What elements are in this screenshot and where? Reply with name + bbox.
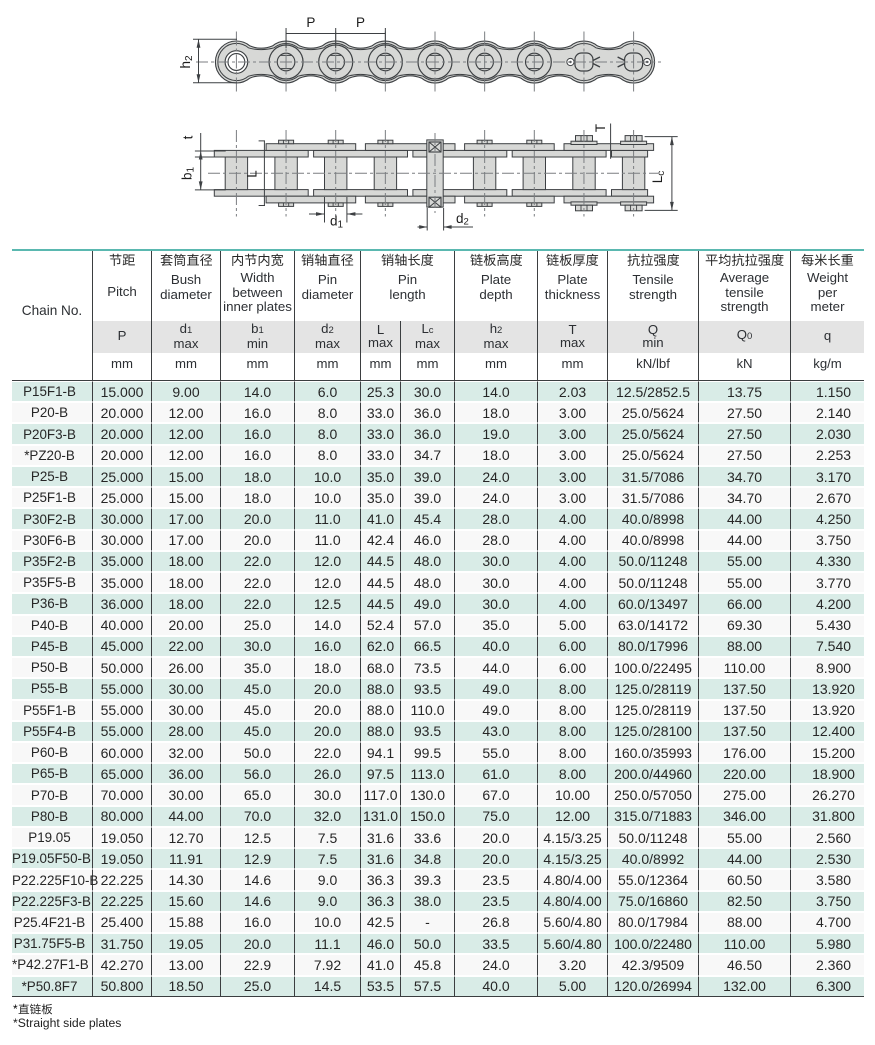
svg-text:d2: d2 [456,211,469,228]
svg-text:t: t [181,135,196,139]
svg-text:d1: d1 [330,214,344,231]
svg-text:P: P [356,15,365,30]
svg-text:b1: b1 [180,167,197,181]
svg-text:h2: h2 [178,55,195,69]
svg-text:T: T [593,124,608,132]
svg-text:P: P [306,15,315,30]
svg-text:Lc: Lc [650,171,667,184]
svg-text:L: L [245,170,260,178]
